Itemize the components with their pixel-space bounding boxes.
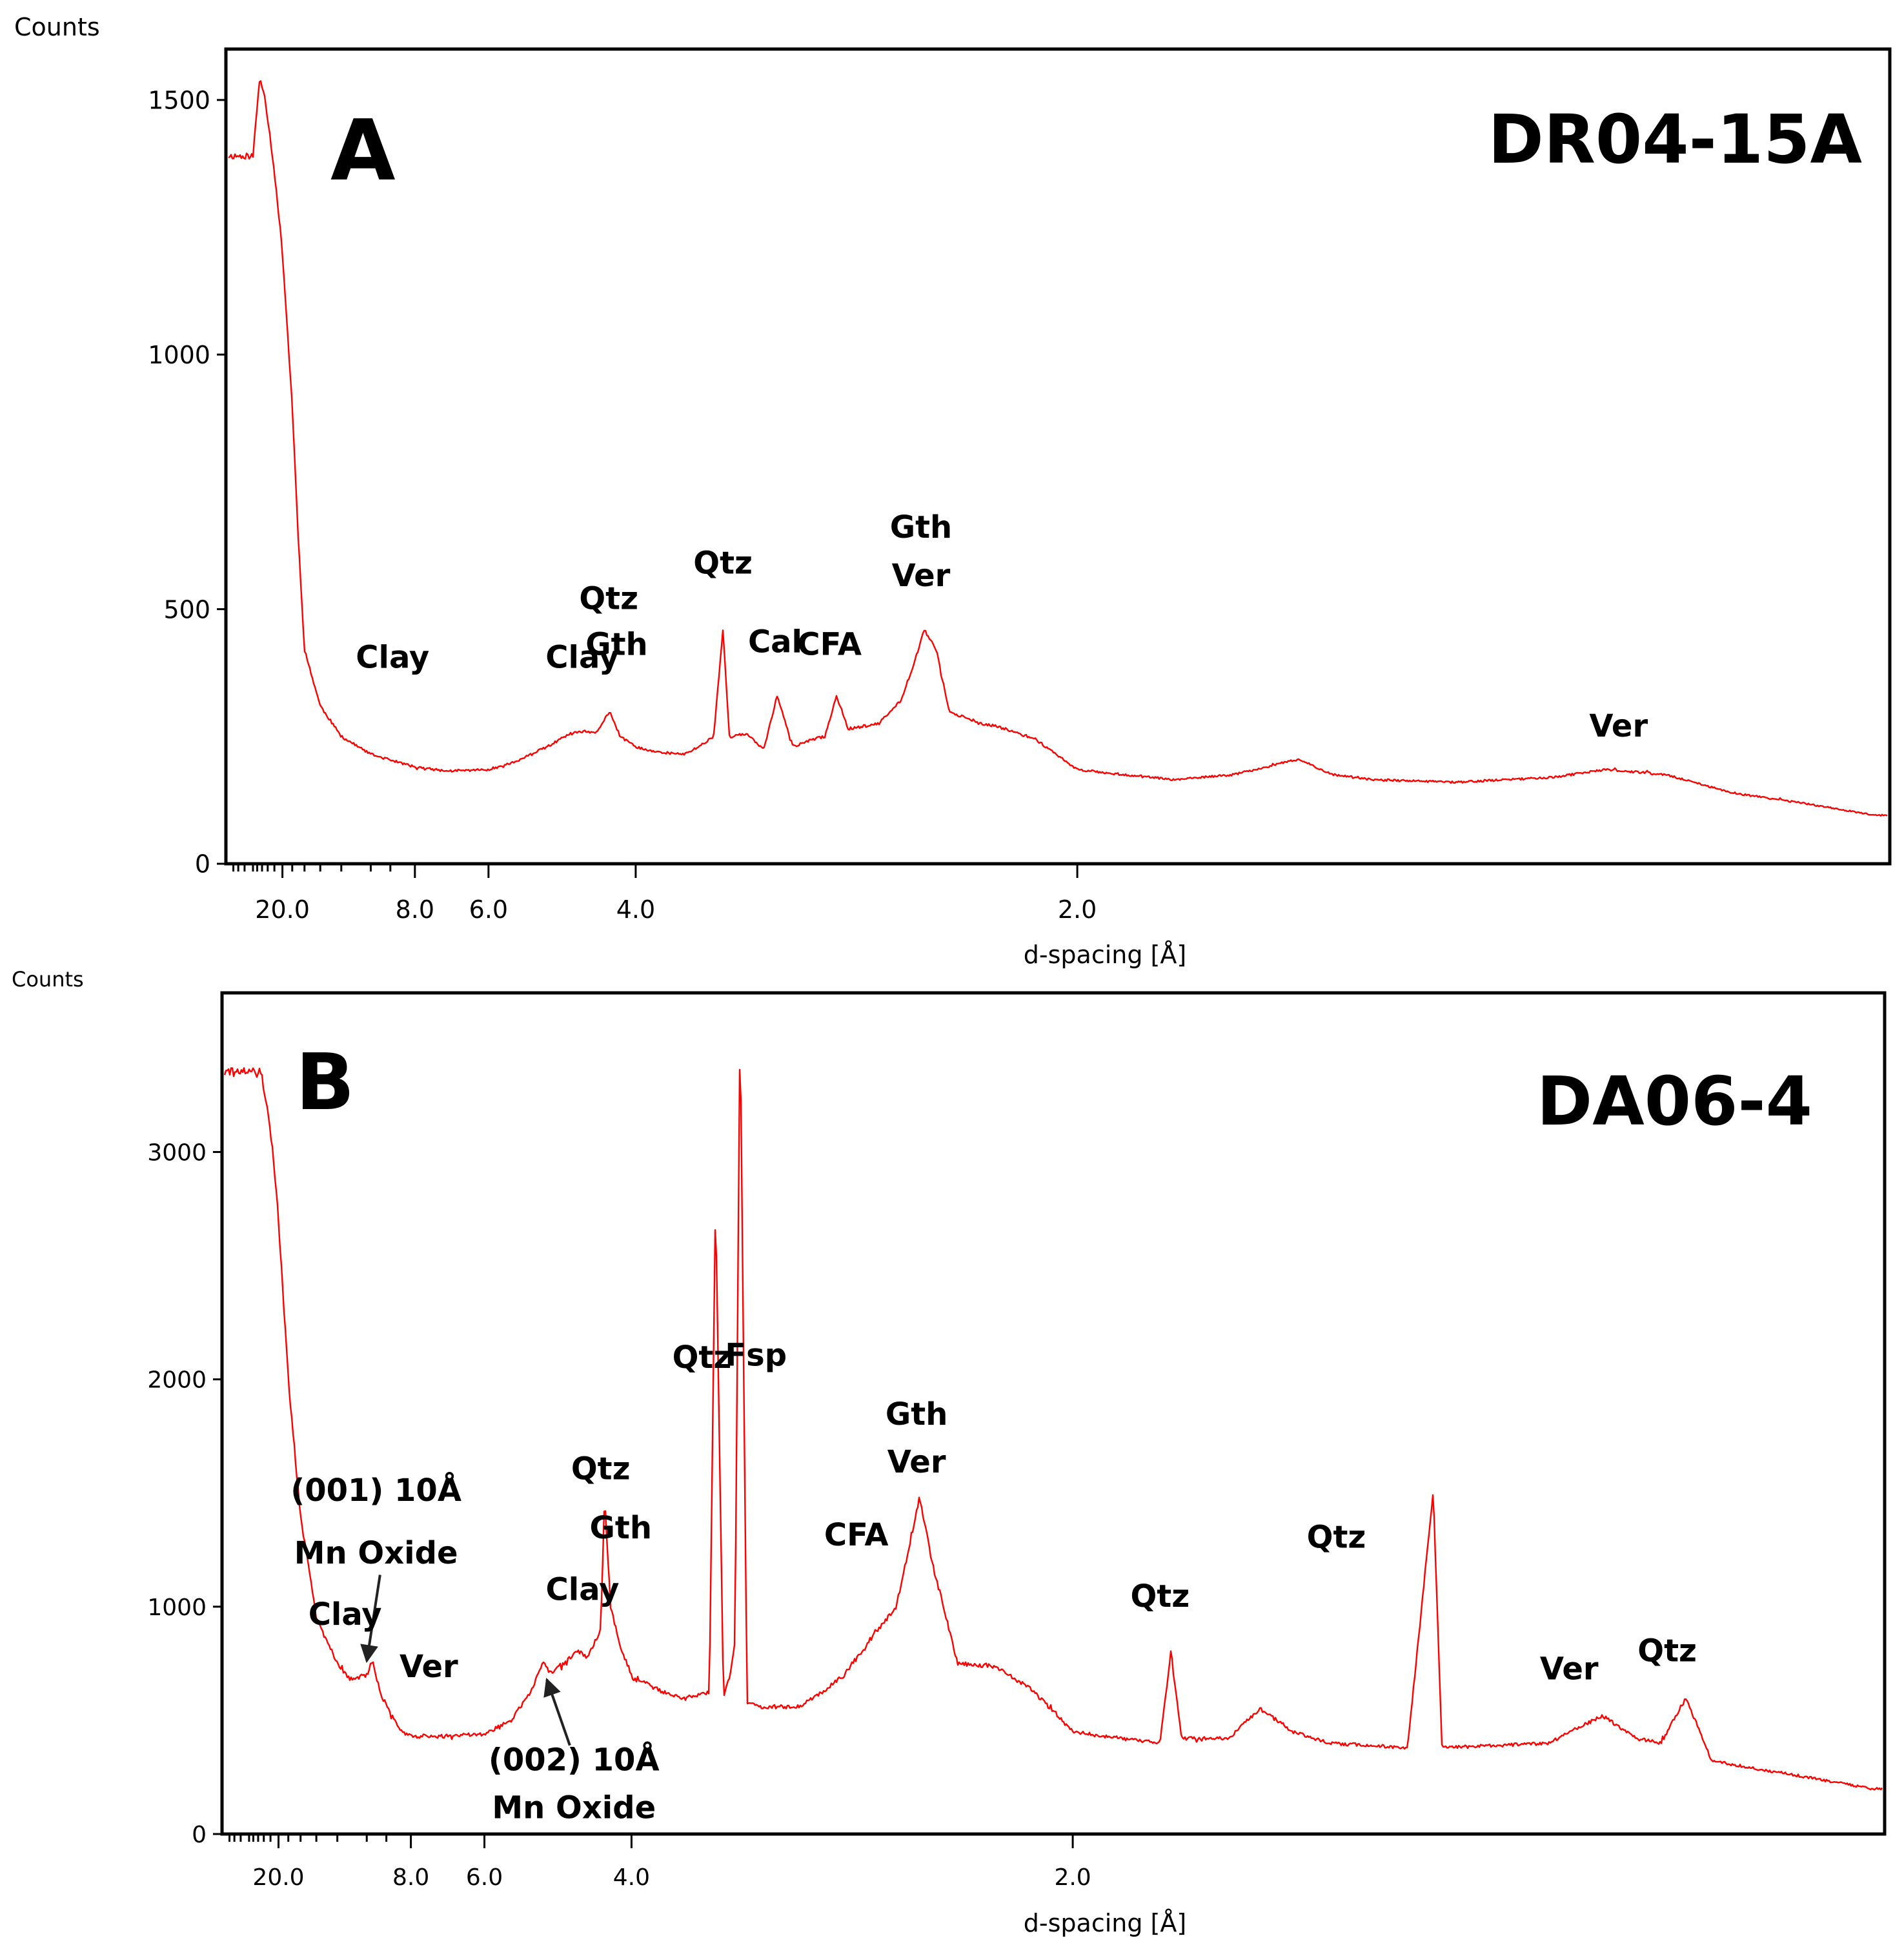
panel-a: Counts 0 500 1000 1500 20.0 8.0 6.0 4.0 2.0 A D… [14,13,1892,969]
peak-label: Fsp [725,1338,787,1374]
x-tick-label: 4.0 [616,895,655,924]
peak-label: Clay [356,639,429,675]
panel-b-series-line [223,1067,1883,1791]
peak-label: (001) 10Å [290,1472,461,1509]
peak-label: Clay [546,1571,620,1607]
peak-label: Clay [545,639,619,675]
y-tick-label: 3000 [147,1139,207,1166]
panel-b-xticks: 20.0 8.0 6.0 4.0 2.0 [252,1834,1091,1891]
panel-b-ylabel: Counts [12,967,84,992]
y-tick-label: 2000 [147,1367,207,1394]
y-tick-label: 1500 [148,87,210,115]
peak-label: Qtz [673,1340,732,1376]
panel-a-yticks: 0 500 1000 1500 [148,87,226,879]
peak-label: Mn Oxide [294,1535,458,1571]
peak-label: Ver [1540,1651,1599,1687]
panel-b-arrows [360,1575,571,1746]
peak-label: Gth [585,627,648,663]
panel-b-xlabel: d-spacing [Å] [1024,1909,1186,1937]
peak-label: Ver [400,1649,458,1685]
panel-a-series-line [228,80,1888,817]
peak-label: (002) 10Å [489,1741,660,1778]
x-tick-label: 20.0 [252,1864,304,1891]
annotation-arrow-mn-oxide-002 [543,1677,571,1746]
peak-label: Qtz [1307,1519,1366,1555]
peak-label: Ver [887,1444,946,1480]
peak-label: Qtz [571,1451,631,1487]
panel-a-xlabel: d-spacing [Å] [1024,941,1186,969]
panel-a-ylabel: Counts [14,13,100,41]
peak-label: Qtz [1130,1578,1190,1615]
y-tick-label: 1000 [147,1595,207,1621]
panel-b-sample-name: DA06-4 [1537,1062,1812,1141]
peak-label: Gth [589,1510,652,1546]
panel-a-letter: A [330,101,396,199]
x-tick-label: 20.0 [255,895,310,924]
peak-label: Ver [892,558,951,594]
y-tick-label: 500 [163,595,210,624]
x-tick-label: 2.0 [1054,1864,1091,1891]
panel-b-letter: B [296,1038,354,1128]
peak-label: Ver [1589,708,1648,744]
panel-b-frame [220,991,1887,1836]
y-tick-label: 0 [192,1822,207,1848]
peak-label: Gth [886,1396,948,1432]
x-tick-label: 6.0 [466,1864,503,1891]
peak-label: Qtz [579,581,638,617]
panel-a-xticks: 20.0 8.0 6.0 4.0 2.0 [255,864,1097,924]
panel-a-frame [224,47,1892,866]
peak-label: Qtz [1637,1633,1697,1669]
x-tick-label: 8.0 [396,895,434,924]
x-tick-label: 8.0 [392,1864,429,1891]
y-tick-label: 1000 [148,341,210,369]
peak-label: Mn Oxide [492,1789,656,1826]
panel-a-sample-name: DR04-15A [1488,100,1862,179]
x-tick-label: 4.0 [613,1864,650,1891]
panel-b-yticks: 0 1000 2000 3000 [147,1139,222,1848]
peak-label: CFA [797,627,862,663]
x-tick-label: 6.0 [469,895,508,924]
annotation-arrow-mn-oxide-001 [360,1575,381,1664]
y-tick-label: 0 [195,850,210,879]
peak-label: Cal [748,624,802,660]
panel-b-annotations: (001) 10Å Mn Oxide Clay Ver Qtz Gth Clay (002) … [290,1338,1697,1826]
peak-label: CFA [824,1517,889,1553]
x-tick-label: 2.0 [1058,895,1097,924]
peak-label: Qtz [693,545,753,581]
peak-label: Clay [309,1596,382,1633]
peak-label: Gth [890,509,953,545]
